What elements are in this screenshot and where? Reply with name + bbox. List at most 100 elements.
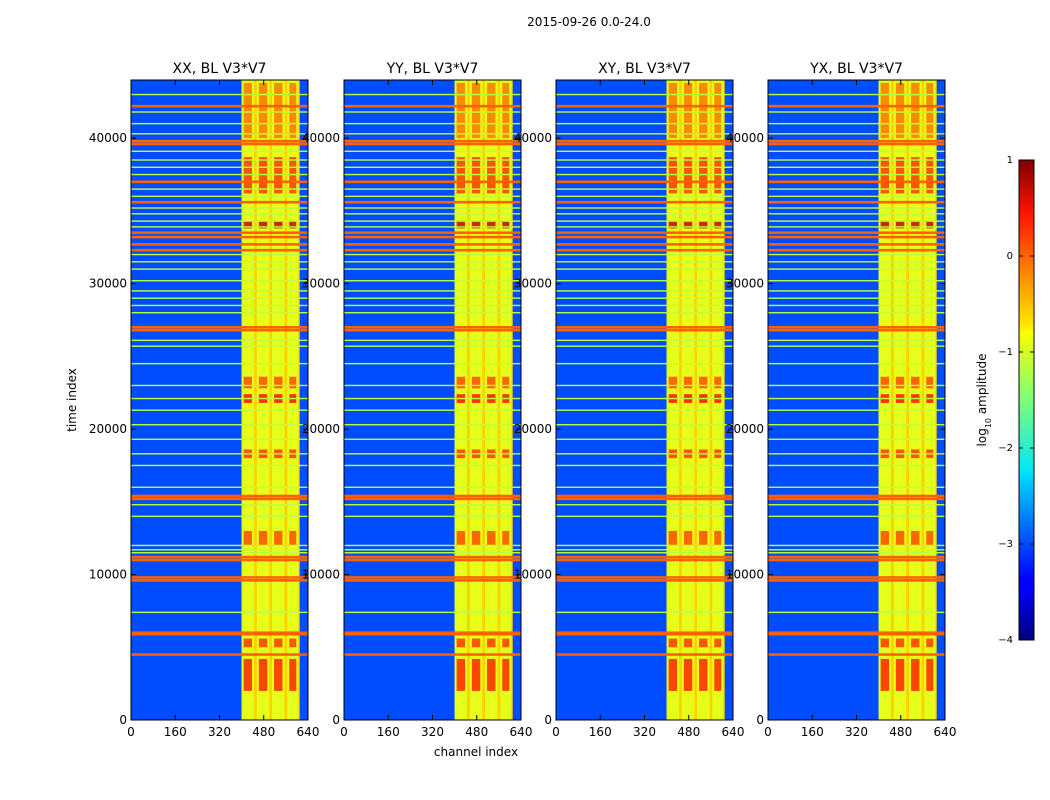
rfi-line-strong [768,579,945,582]
hot-cell [289,376,297,389]
rfi-line [556,453,733,455]
hot-cell [274,376,283,389]
rfi-line-strong [768,653,945,656]
hot-cell [274,157,283,194]
rfi-line [344,464,521,467]
rfi-line [344,173,521,176]
hot-cell [471,658,481,691]
rfi-line-strong [131,139,308,143]
hot-cell [487,638,496,648]
rfi-line [768,464,945,467]
hot-cell [487,221,496,229]
rfi-line [768,549,945,551]
rfi-line-strong [344,632,521,636]
rfi-line [556,226,733,228]
rfi-line [131,453,308,455]
x-tick-label: 480 [677,725,700,739]
rfi-line [131,549,308,551]
hot-cell [911,638,920,648]
rfi-line [556,195,733,198]
rfi-line [344,549,521,551]
rfi-line [556,173,733,176]
rfi-line [768,515,945,518]
rfi-line-strong [556,104,733,108]
figure-title: 2015-09-26 0.0-24.0 [527,15,651,29]
rfi-line-strong [131,104,308,108]
rfi-line [768,173,945,176]
rfi-line [768,220,945,222]
y-tick-label: 0 [544,713,552,727]
rfi-line [344,304,521,307]
rfi-line-strong [768,632,945,636]
rfi-line [768,339,945,342]
rfi-line [131,213,308,215]
rfi-line [768,362,945,365]
y-tick-label: 10000 [726,568,764,582]
rfi-line-strong [131,631,308,635]
rfi-line [344,220,521,222]
hot-cell [487,376,496,389]
rfi-line-strong [131,142,308,146]
rfi-line [556,424,733,426]
hot-cell [895,638,905,648]
rfi-line [556,515,733,518]
heatmap-image [131,80,308,720]
rfi-line [131,133,308,135]
rfi-line-strong [556,632,733,636]
rfi-line [768,304,945,307]
colorbar-tick-label: −1 [998,347,1013,358]
rfi-line [768,150,945,152]
rfi-line [131,312,308,314]
hot-cell [243,157,253,194]
rfi-line [556,261,733,263]
y-tick-label: 10000 [89,568,127,582]
rfi-line [131,486,308,488]
hot-cell [274,658,283,691]
y-tick-label: 20000 [89,422,127,436]
rfi-line [344,93,521,96]
rfi-line-strong [556,243,733,246]
rfi-line [131,207,308,209]
rfi-line [556,312,733,314]
rfi-line [556,362,733,365]
rfi-line [131,552,308,554]
rfi-line-strong [768,104,945,108]
panel-xx: XX, BL V3*V7 0 160 320 480 640 0 10000 20000 3000… [89,61,320,739]
rfi-line [768,312,945,314]
hot-cell [274,221,283,229]
y-axis-label: time index [65,368,79,432]
hot-cell [683,530,693,546]
rfi-line-strong [556,142,733,146]
rfi-line [768,207,945,209]
rfi-line [556,549,733,551]
rfi-line [556,544,733,547]
rfi-line [556,122,733,125]
rfi-line [131,268,308,270]
hot-cell [456,658,466,691]
y-tick-label: 10000 [302,568,340,582]
hot-cell [699,530,708,546]
rfi-line-strong [556,325,733,329]
y-tick-label: 40000 [514,131,552,145]
hot-cell [714,638,722,648]
rfi-line [556,159,733,161]
rfi-line [344,486,521,488]
rfi-line [131,195,308,198]
hot-cell [289,82,297,139]
hot-cell [668,221,678,229]
rfi-line-strong [556,558,733,562]
hot-cell [258,376,268,389]
hot-cell [714,221,722,229]
rfi-line-strong [556,497,733,501]
rfi-line [556,220,733,222]
rfi-line-strong [131,235,308,239]
rfi-line-strong [344,328,521,332]
y-tick-label: 20000 [726,422,764,436]
hot-cell [714,658,722,691]
rfi-line [131,253,308,256]
hot-cell [456,157,466,194]
rfi-line-strong [131,328,308,332]
y-tick-label: 0 [119,713,127,727]
x-tick-label: 320 [208,725,231,739]
hot-cell [502,376,510,389]
